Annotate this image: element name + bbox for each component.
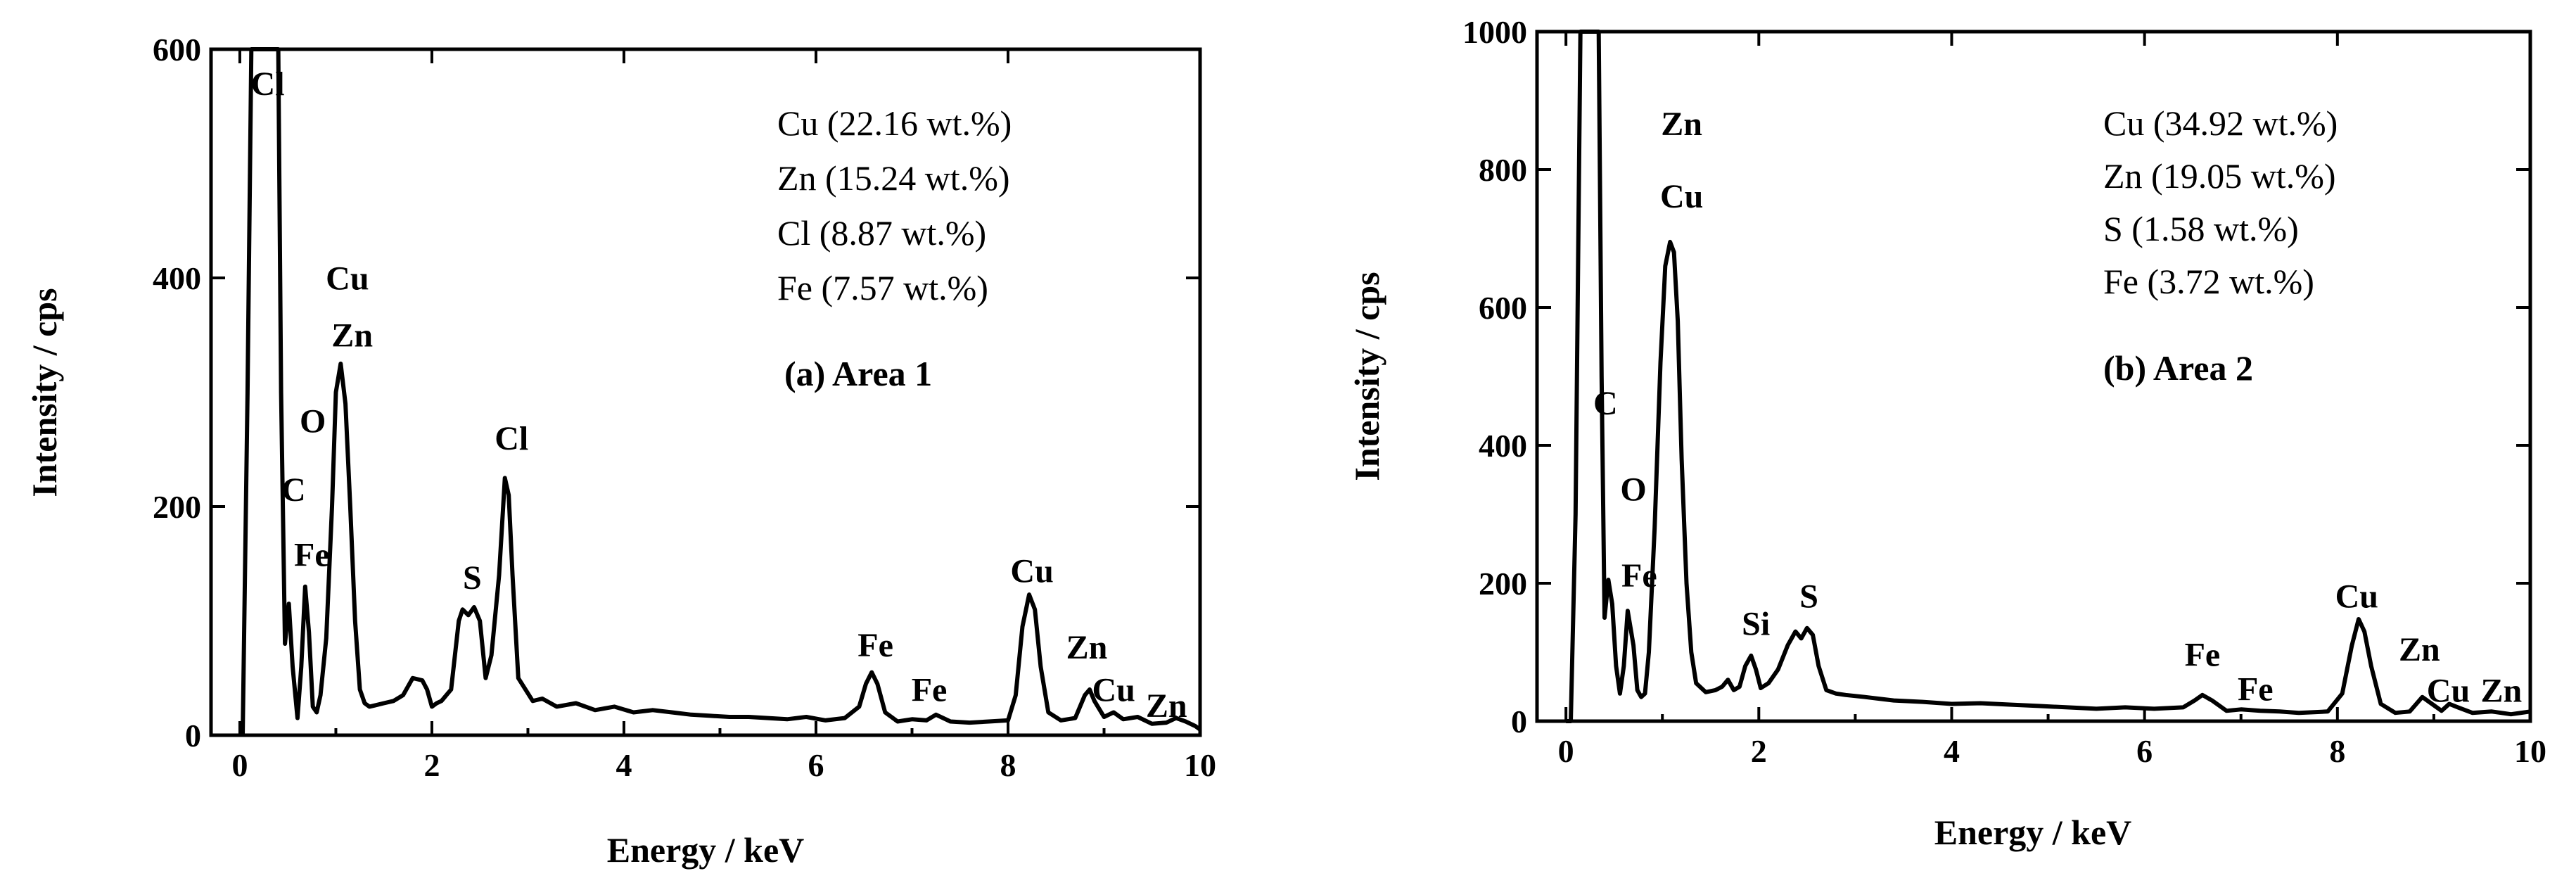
y-tick-label: 1000 xyxy=(1462,14,1527,50)
y-tick-label: 600 xyxy=(1479,290,1527,326)
peak-label: Si xyxy=(1742,606,1770,643)
chart-panel-b: 0 2 4 6 8 10 0 200 400 600 800 1000 Zn Cu C O Fe Si S Fe Fe… xyxy=(1347,14,2546,852)
composition-line: S (1.58 wt.%) xyxy=(2103,209,2299,248)
composition-line: Zn (15.24 wt.%) xyxy=(777,158,1010,198)
composition-line: Cl (8.87 wt.%) xyxy=(777,213,986,253)
x-tick-label: 0 xyxy=(1558,733,1574,769)
peak-label: Cu xyxy=(2427,673,2470,710)
x-tick-label: 8 xyxy=(2329,733,2345,769)
y-tick-label: 400 xyxy=(153,260,201,296)
peak-label: Cu xyxy=(1010,552,1053,590)
peak-label: Zn xyxy=(2481,673,2523,710)
x-tick-label: 6 xyxy=(2136,733,2153,769)
peak-label: Zn xyxy=(1661,106,1702,143)
x-tick-label: 10 xyxy=(2514,733,2546,769)
peak-label: Cu xyxy=(2335,578,2378,615)
ticks-a: 0 2 4 6 8 10 0 200 400 600 xyxy=(153,32,1216,783)
peak-label: Cu xyxy=(326,260,369,297)
peak-label: Fe xyxy=(2185,637,2221,674)
peak-labels-b: Zn Cu C O Fe Si S Fe Fe Cu Zn Cu Zn xyxy=(1593,106,2522,710)
x-tick-label: 0 xyxy=(231,747,248,783)
panel-label-a: (a) Area 1 xyxy=(784,354,932,393)
y-tick-label: 200 xyxy=(153,489,201,525)
peak-label: Zn xyxy=(1066,629,1108,666)
x-tick-label: 6 xyxy=(808,747,824,783)
peak-label: C xyxy=(281,471,306,509)
composition-line: Fe (3.72 wt.%) xyxy=(2103,262,2314,301)
composition-line: Cu (34.92 wt.%) xyxy=(2103,103,2338,143)
peak-label: Zn xyxy=(331,317,373,355)
x-axis-label-a: Energy / keV xyxy=(607,830,805,870)
x-tick-label: 8 xyxy=(1000,747,1016,783)
peak-label: Cu xyxy=(1092,671,1135,708)
y-axis-label-b: Intensity / cps xyxy=(1347,272,1386,481)
peak-label: Cl xyxy=(495,420,528,457)
x-tick-label: 2 xyxy=(1751,733,1767,769)
y-tick-label: 0 xyxy=(1511,704,1527,739)
peak-label: Fe xyxy=(1621,557,1657,595)
x-tick-label: 4 xyxy=(616,747,632,783)
peak-label: O xyxy=(300,402,326,440)
panel-label-b: (b) Area 2 xyxy=(2103,348,2253,388)
peak-label: Cl xyxy=(251,65,285,103)
peak-label: Cu xyxy=(1660,178,1703,215)
composition-line: Cu (22.16 wt.%) xyxy=(777,103,1012,143)
peak-label: C xyxy=(1593,385,1618,422)
x-tick-label: 10 xyxy=(1184,747,1216,783)
peak-label: Zn xyxy=(1146,687,1187,725)
peak-label: S xyxy=(1799,578,1818,615)
peak-label: O xyxy=(1620,471,1646,508)
y-tick-label: 600 xyxy=(153,32,201,68)
ticks-b: 0 2 4 6 8 10 0 200 400 600 800 1000 xyxy=(1462,14,2546,769)
peak-label: Fe xyxy=(2238,671,2274,708)
composition-line: Fe (7.57 wt.%) xyxy=(777,268,988,307)
peak-label: Fe xyxy=(294,537,330,574)
peak-label: Fe xyxy=(912,671,948,708)
x-axis-label-b: Energy / keV xyxy=(1934,813,2132,852)
composition-line: Zn (19.05 wt.%) xyxy=(2103,156,2336,196)
plot-frame-b xyxy=(1535,30,2532,723)
peak-labels-a: Cl Cu Zn OC Fe Cl S Fe Fe Cu Zn Cu Zn xyxy=(251,65,1187,725)
peak-label: Fe xyxy=(857,627,893,664)
x-tick-label: 4 xyxy=(1944,733,1960,769)
peak-label: Zn xyxy=(2399,631,2440,668)
y-tick-label: 400 xyxy=(1479,428,1527,464)
spectrum-line-b xyxy=(1566,30,2531,723)
y-tick-label: 800 xyxy=(1479,152,1527,188)
peak-label: S xyxy=(463,559,482,597)
x-tick-label: 2 xyxy=(423,747,440,783)
y-tick-label: 0 xyxy=(185,718,201,754)
y-axis-label-a: Intensity / cps xyxy=(25,288,64,497)
y-tick-label: 200 xyxy=(1479,566,1527,602)
spectrum-line-a xyxy=(241,47,1201,736)
plot-frame-a xyxy=(209,47,1202,737)
